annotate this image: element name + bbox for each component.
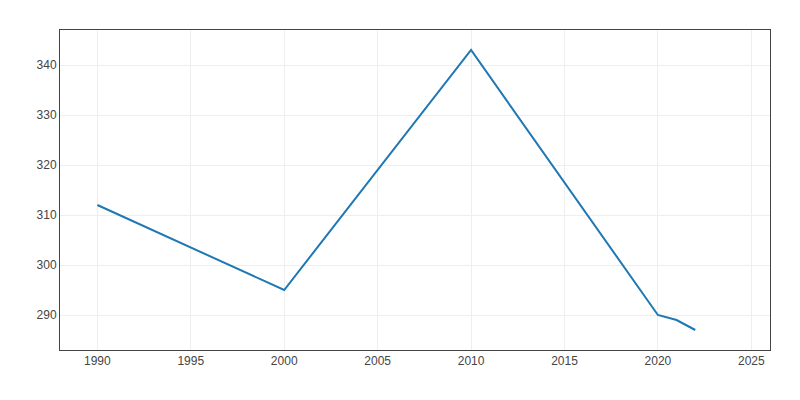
svg-text:300: 300	[37, 258, 57, 272]
svg-text:2015: 2015	[551, 354, 578, 368]
svg-text:1990: 1990	[84, 354, 111, 368]
svg-text:2020: 2020	[645, 354, 672, 368]
svg-text:2025: 2025	[738, 354, 765, 368]
svg-text:2005: 2005	[364, 354, 391, 368]
svg-text:330: 330	[37, 108, 57, 122]
svg-text:290: 290	[37, 308, 57, 322]
svg-text:2000: 2000	[271, 354, 298, 368]
svg-text:2010: 2010	[458, 354, 485, 368]
svg-text:320: 320	[37, 158, 57, 172]
svg-text:1995: 1995	[177, 354, 204, 368]
svg-text:340: 340	[37, 58, 57, 72]
svg-text:310: 310	[37, 208, 57, 222]
